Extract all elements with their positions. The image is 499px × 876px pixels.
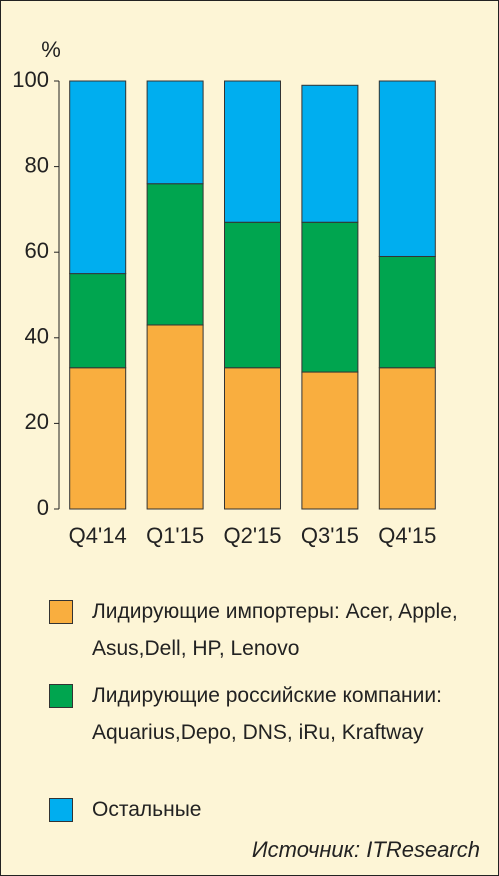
- bar-segment: [69, 273, 127, 369]
- y-tick-label: 40: [25, 324, 49, 349]
- legend-item: Остальные: [49, 791, 462, 828]
- x-tick-label: Q1'15: [146, 523, 204, 548]
- bar-segment: [146, 183, 204, 326]
- legend-swatch: [49, 600, 73, 624]
- y-tick-label: 0: [37, 495, 49, 520]
- bar-segment: [224, 80, 281, 223]
- bar-segment: [146, 324, 204, 510]
- bar-segment: [301, 84, 359, 223]
- legend-label: Лидирующие импортеры: Acer, Apple, Asus,…: [92, 600, 458, 660]
- legend-swatch: [49, 684, 73, 708]
- legend-item: Лидирующие импортеры: Acer, Apple, Asus,…: [49, 593, 462, 667]
- y-tick-label: 20: [25, 409, 49, 434]
- x-tick-label: Q4'15: [378, 523, 436, 548]
- y-tick-label: 100: [12, 67, 49, 92]
- legend-label: Остальные: [92, 798, 202, 821]
- bar-segment: [69, 80, 127, 275]
- x-tick-label: Q2'15: [223, 523, 281, 548]
- x-tick-label: Q3'15: [301, 523, 359, 548]
- bar-segment: [224, 367, 281, 510]
- source: Источник: ITResearch: [251, 837, 480, 862]
- bar-segment: [301, 371, 359, 510]
- bar-segment: [378, 367, 436, 510]
- bar-segment: [69, 367, 127, 510]
- chart: % 0 20 40 60 80 100 Q4'14 Q1'15 Q2'15 Q3'15 Q4'15: [12, 37, 436, 548]
- legend-swatch: [49, 798, 73, 822]
- y-axis-label: %: [41, 37, 61, 62]
- y-tick-label: 60: [25, 238, 49, 263]
- legend-item: Лидирующие российские компании: Aquarius…: [49, 677, 462, 751]
- bar-segment: [301, 221, 359, 373]
- x-tick-label: Q4'14: [69, 523, 127, 548]
- bar-segment: [378, 80, 436, 257]
- y-tick-label: 80: [25, 152, 49, 177]
- bar-segment: [378, 255, 436, 369]
- bar-segment: [224, 221, 281, 369]
- bar-segment: [146, 80, 204, 185]
- legend-label: Лидирующие российские компании: Aquarius…: [92, 684, 442, 744]
